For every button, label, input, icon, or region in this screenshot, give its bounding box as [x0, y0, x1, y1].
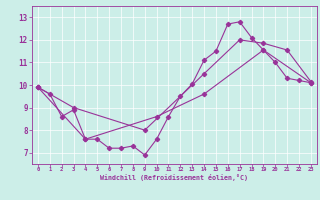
X-axis label: Windchill (Refroidissement éolien,°C): Windchill (Refroidissement éolien,°C) [100, 174, 248, 181]
